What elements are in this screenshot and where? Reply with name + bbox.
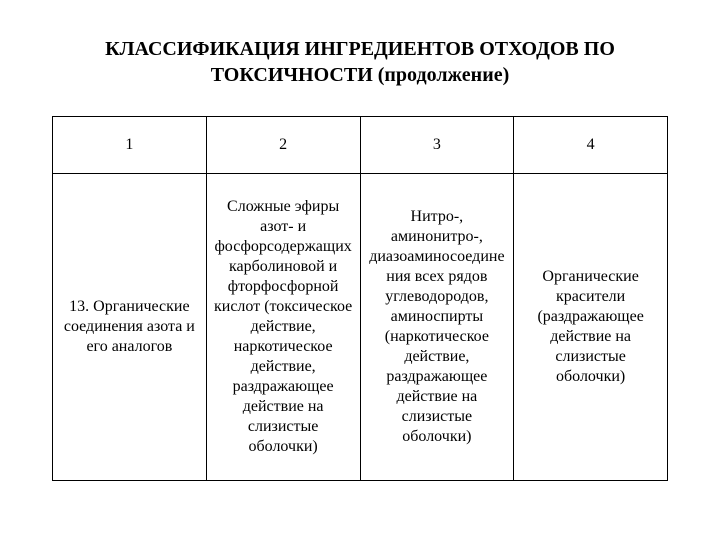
cell-r0-c0: 13. Органические соединения азота и его … xyxy=(53,174,207,481)
col-header-4: 4 xyxy=(514,117,668,174)
cell-r0-c3: Органические красители (раздражающее дей… xyxy=(514,174,668,481)
classification-table: 1 2 3 4 13. Органические соединения азот… xyxy=(52,116,668,481)
cell-r0-c1: Сложные эфиры азот- и фосфорсодержащих к… xyxy=(206,174,360,481)
page: КЛАССИФИКАЦИЯ ИНГРЕДИЕНТОВ ОТХОДОВ ПО ТО… xyxy=(0,0,720,540)
page-title: КЛАССИФИКАЦИЯ ИНГРЕДИЕНТОВ ОТХОДОВ ПО ТО… xyxy=(52,36,668,88)
table-row: 13. Органические соединения азота и его … xyxy=(53,174,668,481)
col-header-1: 1 xyxy=(53,117,207,174)
col-header-3: 3 xyxy=(360,117,514,174)
col-header-2: 2 xyxy=(206,117,360,174)
table-header-row: 1 2 3 4 xyxy=(53,117,668,174)
cell-r0-c2: Нитро-, аминонитро-, диазоаминосоединени… xyxy=(360,174,514,481)
